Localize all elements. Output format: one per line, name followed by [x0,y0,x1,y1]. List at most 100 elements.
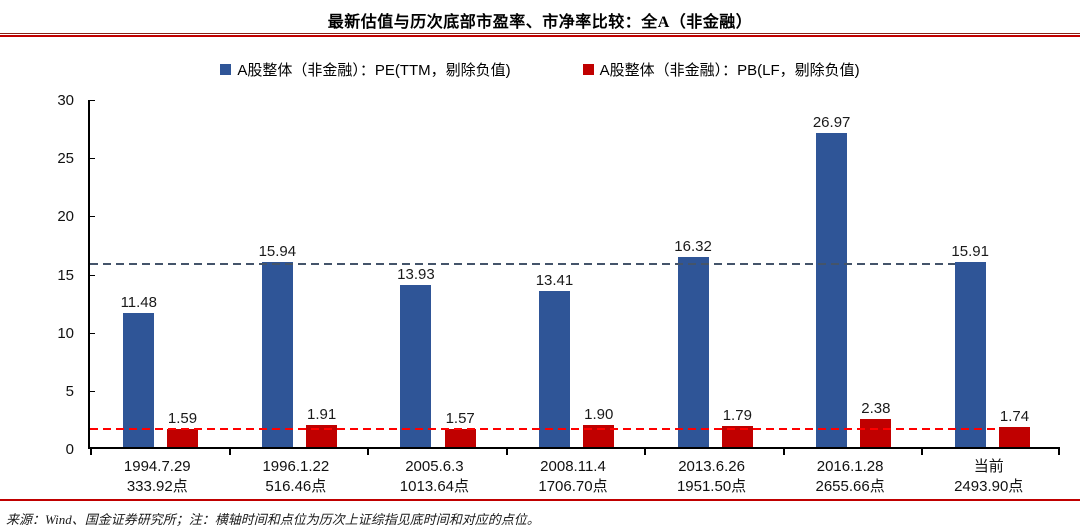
pb-legend-label: A股整体（非金融）：PB(LF，剔除负值) [599,61,860,79]
pe-reference-line [90,262,955,265]
pb-bar-column: 2.38 [860,100,892,447]
bar-group: 26.97 2.38 [783,100,922,447]
x-axis-label-date: 1996.1.22 [262,458,330,475]
x-axis-label-points: 1951.50点 [676,478,747,496]
x-axis-label-points: 1706.70点 [538,478,608,496]
pb-value-label: 1.59 [167,409,198,427]
x-axis-tick [1058,449,1060,455]
pe-bar-column: 15.91 [951,100,989,447]
plot-area: 11.48 1.59 15.94 1.91 13.93 1.57 13.41 1.90 16.3… [88,100,1060,455]
y-axis-tick [90,216,95,218]
pb-bar-column: 1.74 [998,100,1030,447]
pb-bar [444,428,476,447]
pb-reference-line [90,427,996,430]
legend-item-pe: A股整体（非金融）：PE(TTM，剔除负值) [220,59,511,80]
pb-bar-column: 1.59 [167,100,198,447]
y-axis-label: 20 [57,208,74,226]
pb-value-label: 2.38 [861,400,891,418]
pb-bar-column: 1.79 [721,100,753,447]
pe-value-label: 13.41 [535,272,574,289]
bar-group: 11.48 1.59 [90,100,229,447]
pe-bar [261,261,293,447]
pe-bar-column: 13.93 [397,100,435,447]
pb-value-label: 1.57 [445,409,475,427]
y-axis-tick [90,332,95,334]
x-axis-label: 1996.1.22 516.46点 [227,457,366,498]
pe-bar [816,133,848,447]
pe-value-label: 26.97 [812,114,851,132]
pb-bar [998,426,1030,447]
source-note: 来源：Wind、国金证券研究所；注：横轴时间和点位为历次上证综指见底时间和对应的… [6,512,540,527]
pb-bar [721,426,753,447]
pb-bar [583,424,615,447]
x-axis-label-date: 2013.6.26 [678,458,745,475]
x-axis-label-date: 1994.7.29 [123,458,191,475]
pe-bar-column: 26.97 [812,100,851,447]
footer-rule [0,499,1080,501]
y-axis-tick [90,100,95,101]
pb-value-label: 1.90 [584,405,614,423]
x-axis-label: 2005.6.3 1013.64点 [365,457,504,498]
x-axis-label-date: 当前 [973,458,1004,475]
x-axis-label: 1994.7.29 333.92点 [88,457,227,498]
x-axis-label-points: 333.92点 [126,478,188,496]
x-axis-tick [228,449,231,455]
pe-value-label: 13.93 [397,265,435,283]
x-axis-label-date: 2005.6.3 [405,458,464,475]
pe-value-label: 15.94 [258,242,297,260]
y-axis-label: 5 [65,382,74,400]
pe-bar-column: 11.48 [121,100,157,447]
bar-group: 15.91 1.74 [921,100,1060,447]
x-axis-label-date: 2016.1.28 [816,458,884,475]
pe-legend-label: A股整体（非金融）：PE(TTM，剔除负值) [237,61,511,79]
pb-bar-column: 1.90 [583,100,615,447]
x-axis-label: 当前 2493.90点 [919,457,1058,498]
pb-bar-column: 1.57 [444,100,476,447]
x-axis-tick [644,449,647,455]
pb-bar [167,428,198,447]
y-axis-labels: 0 5 10 15 20 25 30 [0,93,74,457]
pe-bar-column: 15.94 [258,100,297,447]
pe-legend-swatch-icon [220,63,232,75]
pb-bar [860,419,892,447]
x-axis-label: 2013.6.26 1951.50点 [642,457,781,498]
x-axis-labels: 1994.7.29 333.92点 1996.1.22 516.46点 2005.6.3… [88,457,1060,499]
x-axis-label-points: 2655.66点 [815,478,885,496]
pb-value-label: 1.91 [307,405,337,423]
y-axis-label: 0 [65,441,74,458]
x-axis-label-points: 516.46点 [265,478,327,496]
pe-bar-column: 13.41 [535,100,574,447]
y-axis-tick [90,274,95,276]
y-axis-label: 30 [57,92,74,109]
x-axis-label-points: 2493.90点 [954,478,1024,496]
page-title: 最新估值与历次底部市盈率、市净率比较：全A（非金融） [327,14,753,31]
pe-bar [677,257,709,447]
y-axis-tick [90,390,95,392]
x-axis-tick [367,449,370,455]
x-axis-label-points: 1013.64点 [399,478,470,496]
pe-value-label: 16.32 [674,238,712,256]
bar-group: 16.32 1.79 [644,100,783,447]
pe-bar [954,261,986,447]
x-axis-label: 2008.11.4 1706.70点 [504,457,643,498]
x-axis-tick [90,449,92,455]
bar-group: 13.41 1.90 [506,100,645,447]
pe-value-label: 11.48 [120,294,157,312]
pe-bar [400,284,432,447]
bar-group: 15.94 1.91 [229,100,368,447]
header-rule-thin [0,33,1080,34]
legend: A股整体（非金融）：PE(TTM，剔除负值) A股整体（非金融）：PB(LF，剔… [0,58,1080,80]
x-axis-tick [782,449,785,455]
pe-bar-column: 16.32 [674,100,712,447]
header-rule-thick [0,35,1080,37]
x-axis-tick [921,449,924,455]
pb-value-label: 1.74 [999,407,1030,425]
y-axis-tick [90,158,95,160]
y-axis-label: 10 [57,324,74,342]
x-axis-label: 2016.1.28 2655.66点 [781,457,920,498]
y-axis-label: 25 [57,150,74,168]
bar-group: 13.93 1.57 [367,100,506,447]
pe-value-label: 15.91 [951,242,989,260]
x-axis-label-date: 2008.11.4 [540,458,606,475]
y-axis-label: 15 [57,266,74,284]
